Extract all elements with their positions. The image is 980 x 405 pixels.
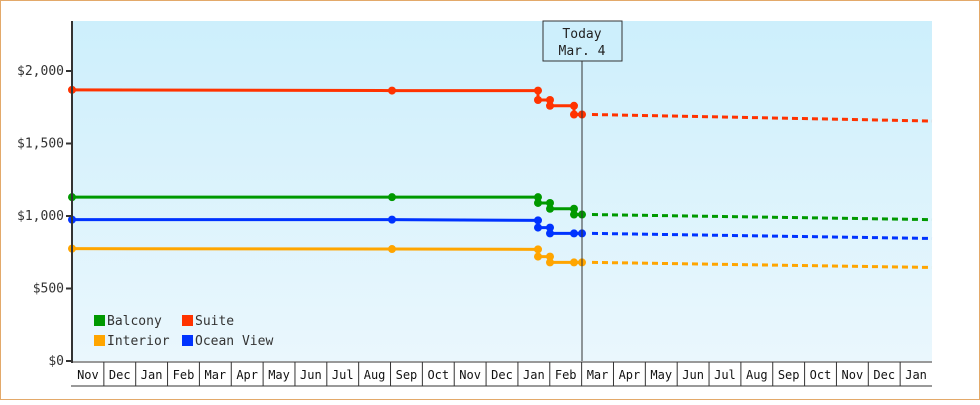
data-point[interactable] (388, 215, 396, 224)
y-tick-label: $500 (33, 282, 64, 297)
x-month-label: May (650, 368, 672, 382)
x-month-label: Sep (396, 368, 418, 382)
x-month-label: Jan (141, 368, 163, 382)
series-balcony (68, 193, 933, 222)
data-point[interactable] (546, 258, 554, 267)
legend-swatch-icon (182, 315, 193, 326)
y-tick-label: $0 (48, 354, 64, 369)
data-point[interactable] (570, 229, 578, 238)
today-marker: Today Mar. 4 (542, 20, 623, 361)
data-point[interactable] (546, 198, 554, 207)
x-month-label: Mar (587, 368, 609, 382)
data-point[interactable] (534, 252, 542, 261)
x-month-label: Dec (873, 368, 895, 382)
data-point[interactable] (534, 193, 542, 202)
data-point[interactable] (388, 193, 396, 202)
legend-item-balcony[interactable]: Balcony (94, 314, 162, 329)
legend-item-interior[interactable]: Interior (94, 334, 170, 349)
data-point[interactable] (546, 252, 554, 261)
x-month-label: Feb (173, 368, 195, 382)
today-label: Today (562, 27, 601, 42)
data-point[interactable] (570, 101, 578, 110)
data-point[interactable] (534, 198, 542, 207)
data-point[interactable] (546, 223, 554, 232)
data-point[interactable] (546, 229, 554, 238)
x-month-label: Jul (332, 368, 354, 382)
y-tick-label: $2,000 (17, 64, 64, 79)
series-layer (68, 85, 933, 269)
x-month-label: Dec (491, 368, 513, 382)
x-month-label: Nov (77, 368, 99, 382)
x-month-label: Feb (555, 368, 577, 382)
y-tick-label: $1,500 (17, 137, 64, 152)
x-month-label: Jan (905, 368, 927, 382)
data-point[interactable] (546, 96, 554, 104)
x-month-label: Aug (364, 368, 386, 382)
data-point[interactable] (388, 245, 396, 254)
x-month-label: Dec (109, 368, 131, 382)
legend-label: Ocean View (195, 334, 273, 349)
x-month-label: Jun (300, 368, 322, 382)
legend-label: Suite (195, 314, 234, 329)
data-point[interactable] (570, 204, 578, 213)
data-point[interactable] (534, 86, 542, 95)
x-month-label: Nov (459, 368, 481, 382)
x-month-label: Oct (427, 368, 449, 382)
x-month-label: Mar (204, 368, 226, 382)
x-month-label: Nov (842, 368, 864, 382)
legend-item-suite[interactable]: Suite (182, 314, 234, 329)
data-point[interactable] (570, 258, 578, 267)
plot-area (72, 21, 932, 361)
data-point[interactable] (534, 216, 542, 225)
series-ocean-view (68, 215, 933, 240)
legend-swatch-icon (94, 315, 105, 326)
y-axis: $0 $500 $1,000 $1,500 $2,000 (17, 21, 73, 369)
x-axis: Nov Dec Jan Feb Mar Apr May Jun Jul Aug Sep Oct Nov D… (71, 361, 932, 387)
data-point[interactable] (534, 223, 542, 232)
series-suite (68, 85, 933, 123)
x-month-label: Jul (714, 368, 736, 382)
x-month-label: Apr (619, 368, 641, 382)
x-month-label: May (268, 368, 290, 382)
data-point[interactable] (570, 210, 578, 219)
x-month-label: Aug (746, 368, 768, 382)
today-date: Mar. 4 (559, 44, 606, 59)
y-tick-label: $1,000 (17, 209, 64, 224)
legend: Balcony Suite Interior Ocean View (94, 314, 273, 349)
x-month-label: Oct (810, 368, 832, 382)
legend-swatch-icon (182, 335, 193, 346)
data-point[interactable] (546, 204, 554, 213)
data-point[interactable] (388, 86, 396, 95)
legend-label: Balcony (107, 314, 162, 329)
x-month-label: Sep (778, 368, 800, 382)
x-month-label: Jan (523, 368, 545, 382)
data-point[interactable] (546, 101, 554, 110)
x-month-label: Jun (682, 368, 704, 382)
legend-item-ocean-view[interactable]: Ocean View (182, 334, 273, 349)
x-month-label: Apr (236, 368, 258, 382)
legend-swatch-icon (94, 335, 105, 346)
legend-label: Interior (107, 334, 170, 349)
data-point[interactable] (534, 245, 542, 254)
data-point[interactable] (570, 110, 578, 119)
data-point[interactable] (534, 96, 542, 104)
